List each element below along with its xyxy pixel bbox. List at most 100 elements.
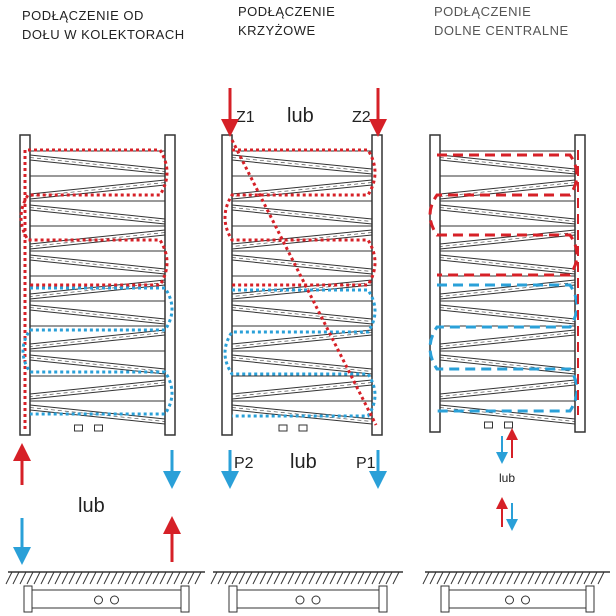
hatch [152, 571, 160, 585]
hatch [194, 571, 202, 585]
hatch [68, 571, 76, 585]
rung [29, 154, 166, 170]
rung [29, 184, 166, 200]
rung [29, 259, 166, 275]
rung [231, 159, 373, 175]
label: P1 [356, 455, 376, 472]
rung [29, 232, 166, 247]
hatch [287, 571, 295, 585]
hatch [590, 571, 598, 585]
flow-line [223, 288, 377, 418]
hatch [245, 571, 253, 585]
hatch [5, 571, 13, 585]
valve [74, 424, 83, 432]
hatch [457, 571, 465, 585]
hatch [75, 571, 83, 585]
rung [29, 157, 166, 172]
hatch [89, 571, 97, 585]
or-label: lub [78, 495, 105, 517]
hatch [266, 571, 274, 585]
rung [29, 407, 166, 422]
rung [439, 359, 576, 375]
hatch [576, 571, 584, 585]
rung [231, 334, 373, 350]
rung [439, 257, 576, 272]
hatch [166, 571, 174, 585]
rung [29, 182, 166, 197]
hatch [82, 571, 90, 585]
rung [439, 259, 576, 275]
wall-mount [23, 585, 33, 613]
hatch [329, 571, 337, 585]
rung [439, 284, 576, 300]
hatch [357, 571, 365, 585]
rung [439, 209, 576, 225]
hatch [180, 571, 188, 585]
rung [231, 307, 373, 322]
hatch [371, 571, 379, 585]
tube [221, 134, 233, 436]
title-line: DOŁU W KOLEKTORACH [22, 27, 185, 42]
valve [504, 421, 513, 429]
hatch [238, 571, 246, 585]
rung [231, 254, 373, 270]
hatch [210, 571, 218, 585]
hatch [499, 571, 507, 585]
rung [231, 259, 373, 275]
title-line: KRZYŻOWE [238, 23, 316, 38]
rung [439, 254, 576, 270]
rung [29, 234, 166, 250]
rung [439, 379, 576, 395]
rung [29, 304, 166, 320]
flow-line [19, 148, 169, 287]
hatch [322, 571, 330, 585]
flow-line [428, 283, 579, 413]
hatch [308, 571, 316, 585]
flow-line [428, 153, 579, 277]
hatch [294, 571, 302, 585]
flow-line [230, 139, 378, 426]
hatch [336, 571, 344, 585]
wall-mount [440, 585, 450, 613]
rung [439, 382, 576, 397]
hatch [520, 571, 528, 585]
hatch [159, 571, 167, 585]
screw [110, 595, 119, 605]
rung [231, 309, 373, 325]
rung [29, 382, 166, 397]
rung [439, 229, 576, 245]
rung [439, 234, 576, 250]
title-line: PODŁĄCZENIE [434, 4, 531, 19]
screw [521, 595, 530, 605]
hatch [280, 571, 288, 585]
rung [439, 207, 576, 222]
rung [29, 179, 166, 195]
valve [278, 424, 288, 432]
hatch [131, 571, 139, 585]
label: Z1 [236, 109, 255, 126]
or-label: lub [287, 105, 314, 127]
rung [439, 384, 576, 400]
screw [505, 595, 514, 605]
rung [29, 329, 166, 345]
rung [439, 154, 576, 170]
hatch [110, 571, 118, 585]
hatch [562, 571, 570, 585]
hatch [392, 571, 400, 585]
rung [29, 257, 166, 272]
hatch [259, 571, 267, 585]
rung [29, 379, 166, 395]
rung [29, 404, 166, 420]
hatch [187, 571, 195, 585]
rung [231, 354, 373, 370]
rung [29, 357, 166, 372]
hatch [385, 571, 393, 585]
hatch [350, 571, 358, 585]
screw [295, 595, 305, 605]
rung [231, 279, 373, 295]
hatch [436, 571, 444, 585]
hatch [492, 571, 500, 585]
hatch [513, 571, 521, 585]
hatch [26, 571, 34, 585]
rung [439, 332, 576, 347]
